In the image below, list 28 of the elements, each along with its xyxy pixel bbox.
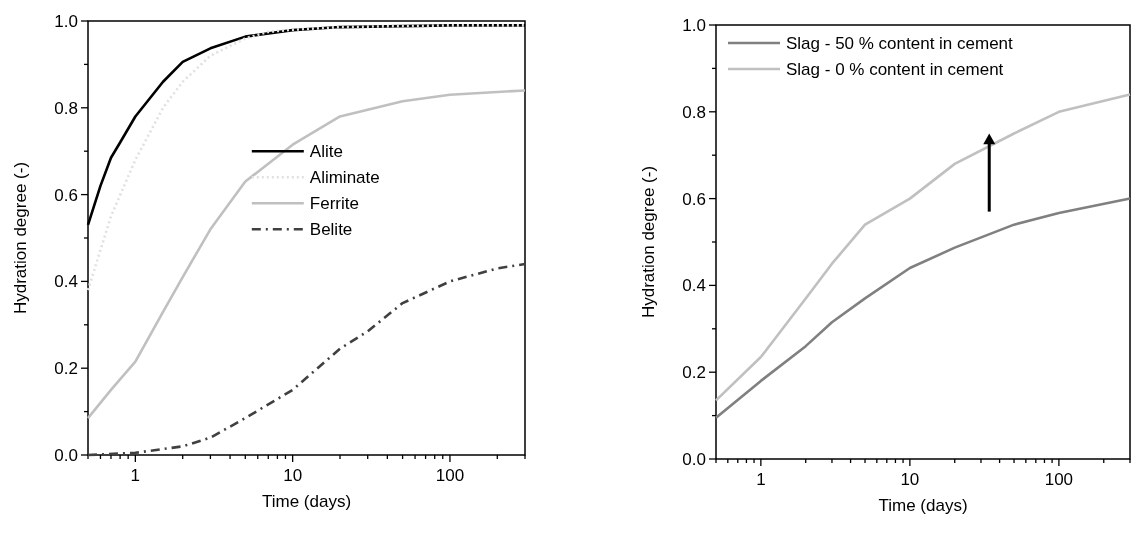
x-tick-label: 100 bbox=[1044, 470, 1074, 489]
y-tick-label: 0.2 bbox=[682, 363, 706, 383]
legend-label: Slag - 0 % content in cement bbox=[786, 60, 1004, 79]
x-axis-title: Time (days) bbox=[261, 492, 352, 511]
y-axis-title: Hydration degree (-) bbox=[639, 165, 658, 319]
x-axis-title: Time (days) bbox=[878, 496, 968, 515]
y-tick-label: 0.4 bbox=[54, 272, 78, 292]
x-tick-label: 1 bbox=[130, 466, 141, 485]
x-tick-label: 1 bbox=[756, 470, 766, 489]
x-tick-label: 10 bbox=[900, 470, 920, 489]
x-tick-label: 100 bbox=[435, 466, 465, 485]
y-tick-label: 0.8 bbox=[54, 98, 78, 118]
y-axis-title: Hydration degree (-) bbox=[11, 161, 30, 315]
y-tick-label: 0.2 bbox=[54, 359, 78, 379]
x-tick-label: 10 bbox=[283, 466, 303, 485]
y-tick-label: 0.0 bbox=[682, 450, 706, 469]
legend-label: Alite bbox=[309, 142, 343, 162]
legend-label: Slag - 50 % content in cement bbox=[786, 34, 1014, 53]
y-tick-label: 0.6 bbox=[54, 185, 78, 205]
legend-label: Aliminate bbox=[309, 168, 380, 188]
y-tick-label: 1.0 bbox=[682, 16, 706, 35]
y-tick-label: 1.0 bbox=[54, 12, 78, 31]
y-tick-label: 0.4 bbox=[682, 276, 706, 296]
y-tick-label: 0.0 bbox=[54, 446, 78, 465]
legend-label: Belite bbox=[309, 220, 353, 240]
y-tick-label: 0.8 bbox=[682, 102, 706, 122]
legend-label: Ferrite bbox=[309, 194, 359, 214]
y-tick-label: 0.6 bbox=[682, 189, 706, 209]
